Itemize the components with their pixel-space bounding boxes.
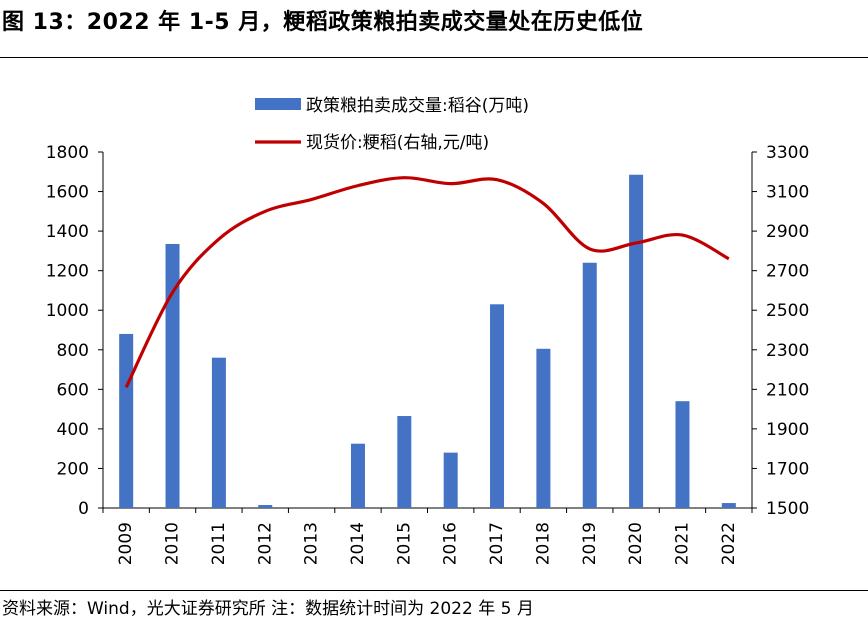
left-tick-label: 1000: [46, 301, 89, 321]
right-tick-label: 2500: [766, 301, 809, 321]
x-tick-label-2022: 2022: [719, 522, 739, 565]
bar-2019: [582, 262, 597, 508]
right-tick-label: 2300: [766, 341, 809, 361]
bar-2016: [443, 452, 458, 508]
bar-2022: [721, 503, 736, 508]
axes: 0 200 400 600 800 1000 1200 1400 1600 1800 1500 170…: [46, 143, 810, 519]
left-tick-label: 1600: [46, 183, 89, 203]
x-tick-label-2011: 2011: [209, 522, 229, 565]
left-tick-label: 1800: [46, 143, 89, 163]
x-tick-label-2010: 2010: [163, 522, 183, 565]
figure-title: 图 13：2022 年 1-5 月，粳稻政策粮拍卖成交量处在历史低位: [2, 10, 644, 35]
x-tick-label-2016: 2016: [441, 522, 461, 565]
legend-line-label: 现货价:粳稻(右轴,元/吨): [306, 133, 489, 153]
x-tick-label-2017: 2017: [487, 522, 507, 565]
x-tick-label-2015: 2015: [394, 522, 414, 565]
left-tick-label: 600: [57, 380, 89, 400]
right-tick-label: 2900: [766, 222, 809, 242]
bar-2021: [675, 401, 690, 508]
price-line: [124, 176, 730, 389]
x-tick-label-2014: 2014: [348, 522, 368, 565]
footer-divider: [0, 590, 868, 591]
legend-bar-label: 政策粮拍卖成交量:稻谷(万吨): [306, 96, 529, 116]
bar-2012: [258, 505, 273, 508]
bar-2010: [165, 243, 180, 508]
left-tick-label: 0: [78, 499, 89, 519]
bar-2014: [350, 443, 365, 508]
bar-2011: [211, 357, 226, 508]
bar-2015: [397, 416, 412, 508]
right-tick-label: 1500: [766, 499, 809, 519]
bar-2009: [119, 333, 134, 508]
left-tick-label: 200: [57, 459, 89, 479]
left-tick-label: 400: [57, 420, 89, 440]
bar-series: [119, 174, 736, 508]
x-tick-label-2018: 2018: [533, 522, 553, 565]
x-tick-label-2012: 2012: [255, 522, 275, 565]
right-tick-label: 1700: [766, 459, 809, 479]
line-series: [124, 176, 730, 389]
x-tick-label-2009: 2009: [116, 522, 136, 565]
right-tick-label: 2700: [766, 262, 809, 282]
right-tick-label: 3300: [766, 143, 809, 163]
x-tick-label-2013: 2013: [302, 522, 322, 565]
right-tick-label: 2100: [766, 380, 809, 400]
right-tick-label: 3100: [766, 183, 809, 203]
left-tick-label: 1400: [46, 222, 89, 242]
bar-2018: [536, 348, 551, 508]
left-tick-label: 1200: [46, 262, 89, 282]
source-note: 资料来源：Wind，光大证券研究所 注：数据统计时间为 2022 年 5 月: [2, 599, 534, 619]
title-divider: [0, 57, 868, 58]
x-tick-label-2019: 2019: [580, 522, 600, 565]
left-tick-label: 800: [57, 341, 89, 361]
bar-2017: [490, 304, 505, 508]
bar-2020: [629, 174, 644, 508]
legend-bar-swatch: [255, 98, 301, 110]
x-tick-label-2020: 2020: [626, 522, 646, 565]
right-tick-label: 1900: [766, 420, 809, 440]
legend: 政策粮拍卖成交量:稻谷(万吨) 现货价:粳稻(右轴,元/吨): [255, 96, 529, 153]
x-tick-label-2021: 2021: [672, 522, 692, 565]
x-tick-labels: 2009 2010 2011 2012 2013 2014 2015 2016 2017 2018…: [116, 522, 739, 565]
combo-chart: 政策粮拍卖成交量:稻谷(万吨) 现货价:粳稻(右轴,元/吨) 0 200 400 600…: [46, 96, 810, 565]
